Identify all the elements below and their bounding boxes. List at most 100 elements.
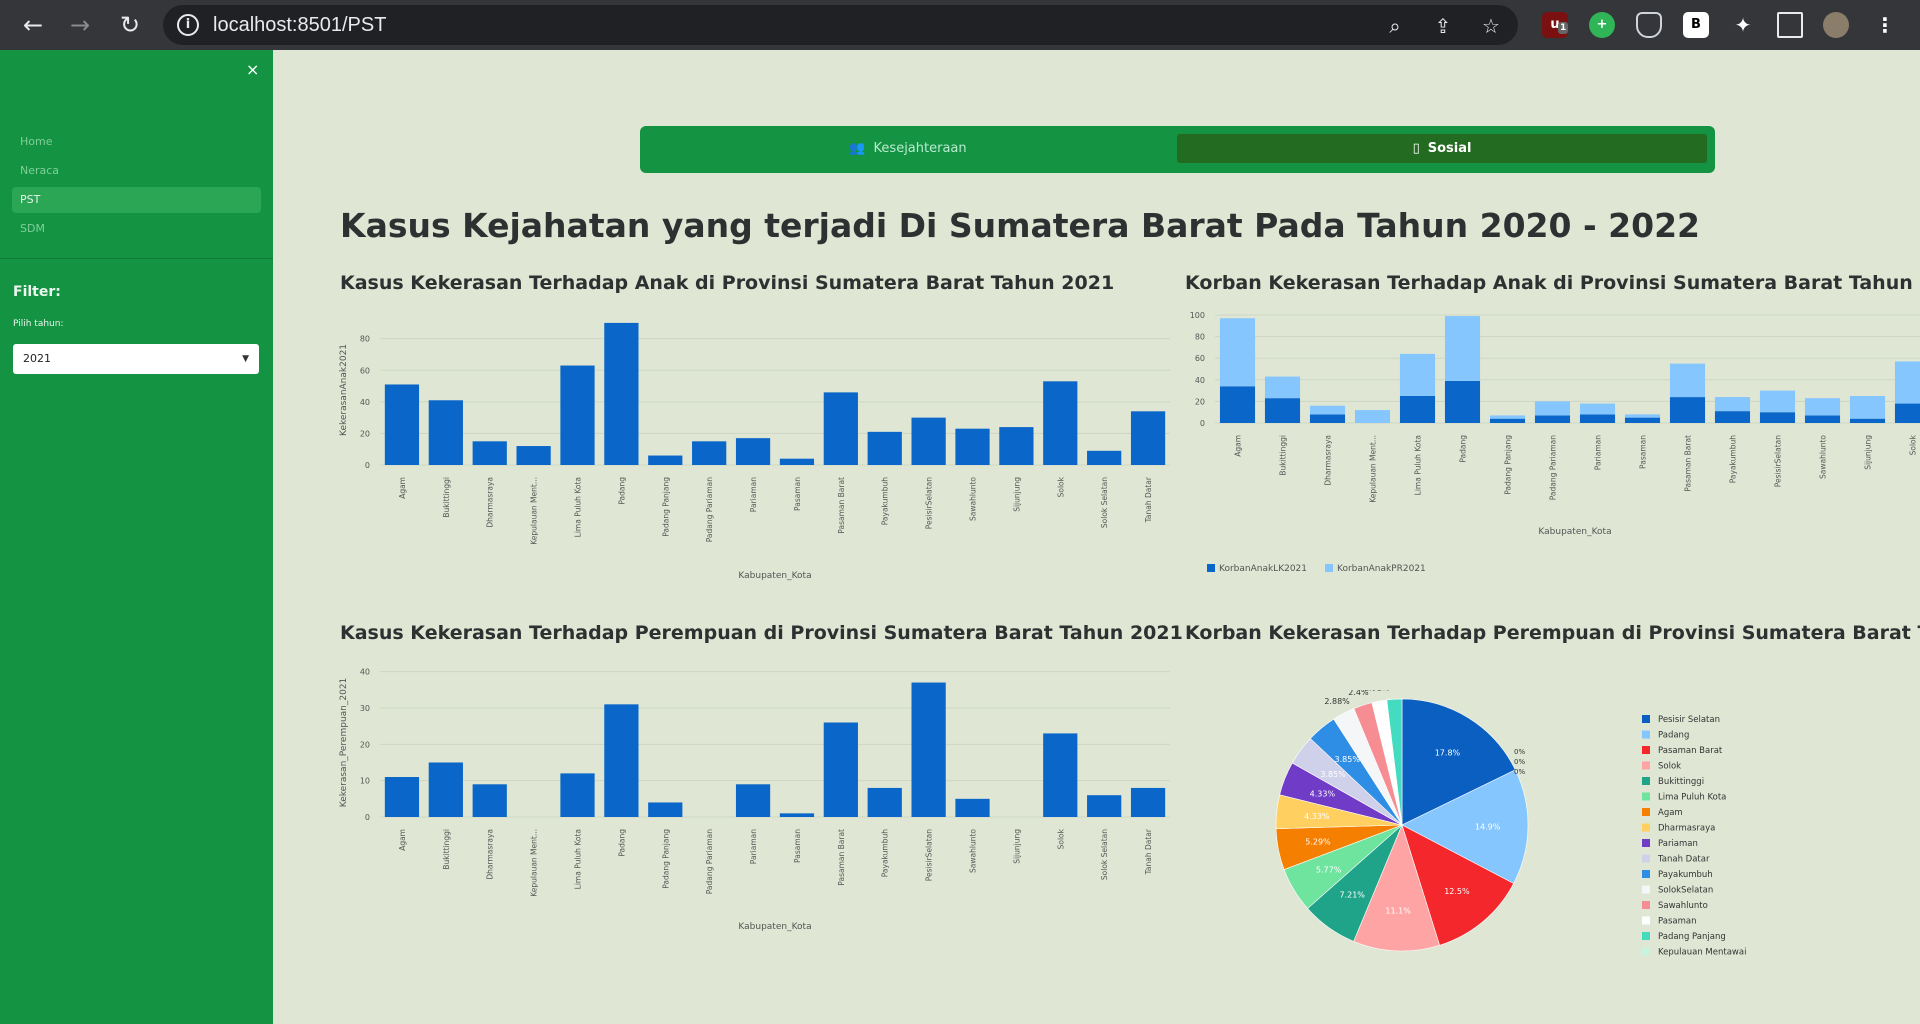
legend-swatch (1642, 792, 1650, 801)
x-tick-label: Payakumbuh (881, 829, 890, 878)
x-tick-label: Tanah Datar (1144, 828, 1153, 875)
legend-swatch (1642, 947, 1650, 956)
x-tick-label: Sawahlunto (1819, 435, 1828, 479)
bar (428, 762, 463, 817)
bar (779, 813, 815, 817)
legend-swatch (1642, 761, 1650, 770)
tab-sosial[interactable]: ▯ Sosial (1177, 134, 1707, 163)
sidebar: × Home Neraca PST SDM Filter: Pilih tahu… (0, 50, 273, 1024)
url-text[interactable]: localhost:8501/PST (213, 14, 387, 36)
zoom-icon[interactable]: ⌕ (1389, 14, 1401, 38)
x-tick-label: Bukittinggi (442, 829, 451, 870)
x-tick-label: Sijunjung (1012, 477, 1021, 512)
forward-icon[interactable]: → (69, 11, 91, 39)
y-axis-label: Kekerasan_Perempuan_2021 (339, 678, 349, 808)
x-tick-label: Padang Panjang (661, 829, 670, 889)
sidebar-item-sdm[interactable]: SDM (20, 222, 45, 235)
bar-segment (1849, 418, 1886, 423)
puzzle-extensions-icon[interactable]: ✦ (1734, 13, 1752, 37)
bar-segment (1444, 316, 1481, 381)
legend-label: Payakumbuh (1658, 870, 1713, 880)
y-tick-label: 60 (360, 366, 370, 375)
back-icon[interactable]: ← (22, 11, 44, 39)
info-icon[interactable]: i (177, 14, 199, 36)
bar (823, 392, 858, 465)
bar (823, 722, 858, 817)
y-tick-label: 0 (1200, 419, 1205, 428)
x-tick-label: Payakumbuh (881, 477, 890, 526)
legend-swatch (1642, 730, 1650, 739)
profile-avatar[interactable] (1823, 12, 1849, 38)
bar (911, 682, 946, 817)
tab-bar: 👥 Kesejahteraan ▯ Sosial (640, 126, 1715, 173)
extension-badge: 1 (1558, 22, 1569, 34)
add-extension-icon[interactable]: + (1589, 12, 1615, 38)
chart-title-perempuan-korban: Korban Kekerasan Terhadap Perempuan di P… (1185, 622, 1920, 644)
legend-swatch (1207, 564, 1215, 572)
bar (1043, 381, 1078, 465)
bar (560, 365, 595, 465)
x-tick-label: Sijunjung (1864, 435, 1873, 470)
menu-kebab-icon[interactable]: ⋮ (1875, 13, 1895, 37)
year-select-label: Pilih tahun: (13, 319, 64, 329)
shield-extension-icon[interactable] (1636, 12, 1662, 38)
bar (384, 777, 420, 817)
y-tick-label: 20 (360, 429, 370, 438)
bar (384, 384, 420, 465)
close-icon[interactable]: × (246, 60, 260, 79)
x-tick-label: Agam (398, 829, 407, 851)
bar (999, 427, 1034, 465)
bar-segment (1399, 396, 1436, 423)
bar-segment (1534, 415, 1571, 423)
bar-segment (1264, 376, 1301, 399)
pie-slice-label: 4.33% (1304, 812, 1330, 821)
bookmark-star-icon[interactable]: ☆ (1482, 14, 1500, 38)
sidebar-item-pst[interactable]: PST (12, 187, 261, 213)
bar-segment (1354, 410, 1391, 423)
x-tick-label: Solok (1056, 828, 1065, 849)
bar (428, 400, 463, 465)
chevron-down-icon: ▼ (242, 354, 249, 364)
tab-kesejahteraan[interactable]: 👥 Kesejahteraan (648, 134, 1168, 163)
x-tick-label: PesisirSelatan (925, 829, 934, 882)
x-tick-label: Solok (1056, 476, 1065, 497)
x-tick-label: Pasaman (793, 829, 802, 863)
legend-swatch (1325, 564, 1333, 572)
bar (472, 784, 507, 817)
x-tick-label: Padang Panjang (1504, 435, 1513, 495)
x-tick-label: Pariaman (749, 477, 758, 512)
y-tick-label: 80 (360, 335, 370, 344)
bar (1130, 411, 1166, 465)
x-tick-label: Padang Pariaman (705, 477, 714, 542)
pie-slice-label: 0% (1514, 748, 1525, 756)
address-bar[interactable]: i localhost:8501/PST ⌕ ⇪ ☆ (163, 5, 1518, 45)
bar (735, 784, 771, 817)
sidebar-item-home[interactable]: Home (20, 135, 53, 148)
x-axis-label: Kabupaten_Kota (738, 571, 811, 581)
share-icon[interactable]: ⇪ (1434, 14, 1452, 38)
pie-slice-label: 4.33% (1310, 789, 1336, 798)
bar-segment (1624, 417, 1661, 423)
legend-swatch (1642, 839, 1650, 847)
pie-slice-label: 11.1% (1385, 907, 1411, 916)
pie-slice (1401, 824, 1515, 946)
bar-segment (1624, 414, 1661, 418)
reload-icon[interactable]: ↻ (119, 11, 141, 39)
legend-swatch (1642, 854, 1650, 863)
bar (560, 773, 595, 817)
b-extension-icon[interactable]: B (1683, 12, 1709, 38)
legend-label: KorbanAnakPR2021 (1337, 564, 1426, 574)
x-tick-label: Lima Puluh Kota (574, 477, 583, 537)
sidebar-item-neraca[interactable]: Neraca (20, 164, 60, 177)
x-tick-label: PesisirSelatan (925, 477, 934, 530)
x-tick-label: Sawahlunto (969, 477, 978, 521)
page-title: Kasus Kejahatan yang terjadi Di Sumatera… (340, 206, 1700, 245)
year-select[interactable]: 2021 ▼ (13, 344, 259, 374)
side-panel-icon[interactable] (1777, 12, 1803, 38)
filter-heading: Filter: (13, 284, 61, 300)
legend-label: Bukittinggi (1658, 777, 1704, 787)
bar (1043, 733, 1078, 817)
bar (955, 798, 990, 817)
